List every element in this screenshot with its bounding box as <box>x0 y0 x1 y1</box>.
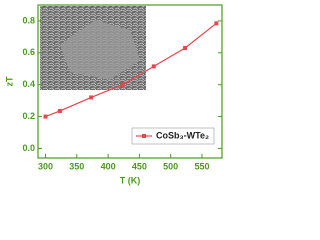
y-tick-label: 0.0 <box>22 143 35 153</box>
y-tick-label: 0.2 <box>22 111 35 121</box>
marker <box>43 114 48 119</box>
legend-box <box>131 127 215 145</box>
x-tick-label: 500 <box>163 161 178 171</box>
y-tick-label: 0.8 <box>22 15 35 25</box>
plot-frame <box>37 4 223 159</box>
x-tick-label: 300 <box>38 161 53 171</box>
x-tick-label: 400 <box>101 161 116 171</box>
marker <box>57 108 62 113</box>
x-tick-label: 550 <box>194 161 209 171</box>
y-axis-label: zT <box>4 76 14 87</box>
y-tick-label: 0.4 <box>22 79 35 89</box>
marker <box>89 95 94 100</box>
x-axis-label: T (K) <box>120 175 141 185</box>
y-tick-label: 0.6 <box>22 47 35 57</box>
marker <box>183 46 188 51</box>
legend-marker <box>142 134 146 138</box>
marker <box>120 82 125 87</box>
chart: 0.0 0.2 0.4 0.6 0.8 300 350 400 450 500 550 T (K) zT… <box>4 4 223 185</box>
legend-label: CoSb₃-WTe₂ <box>156 130 209 140</box>
inset-image <box>40 6 146 90</box>
x-tick-label: 450 <box>132 161 147 171</box>
marker <box>151 64 156 69</box>
x-tick-label: 350 <box>69 161 84 171</box>
marker <box>214 21 219 26</box>
